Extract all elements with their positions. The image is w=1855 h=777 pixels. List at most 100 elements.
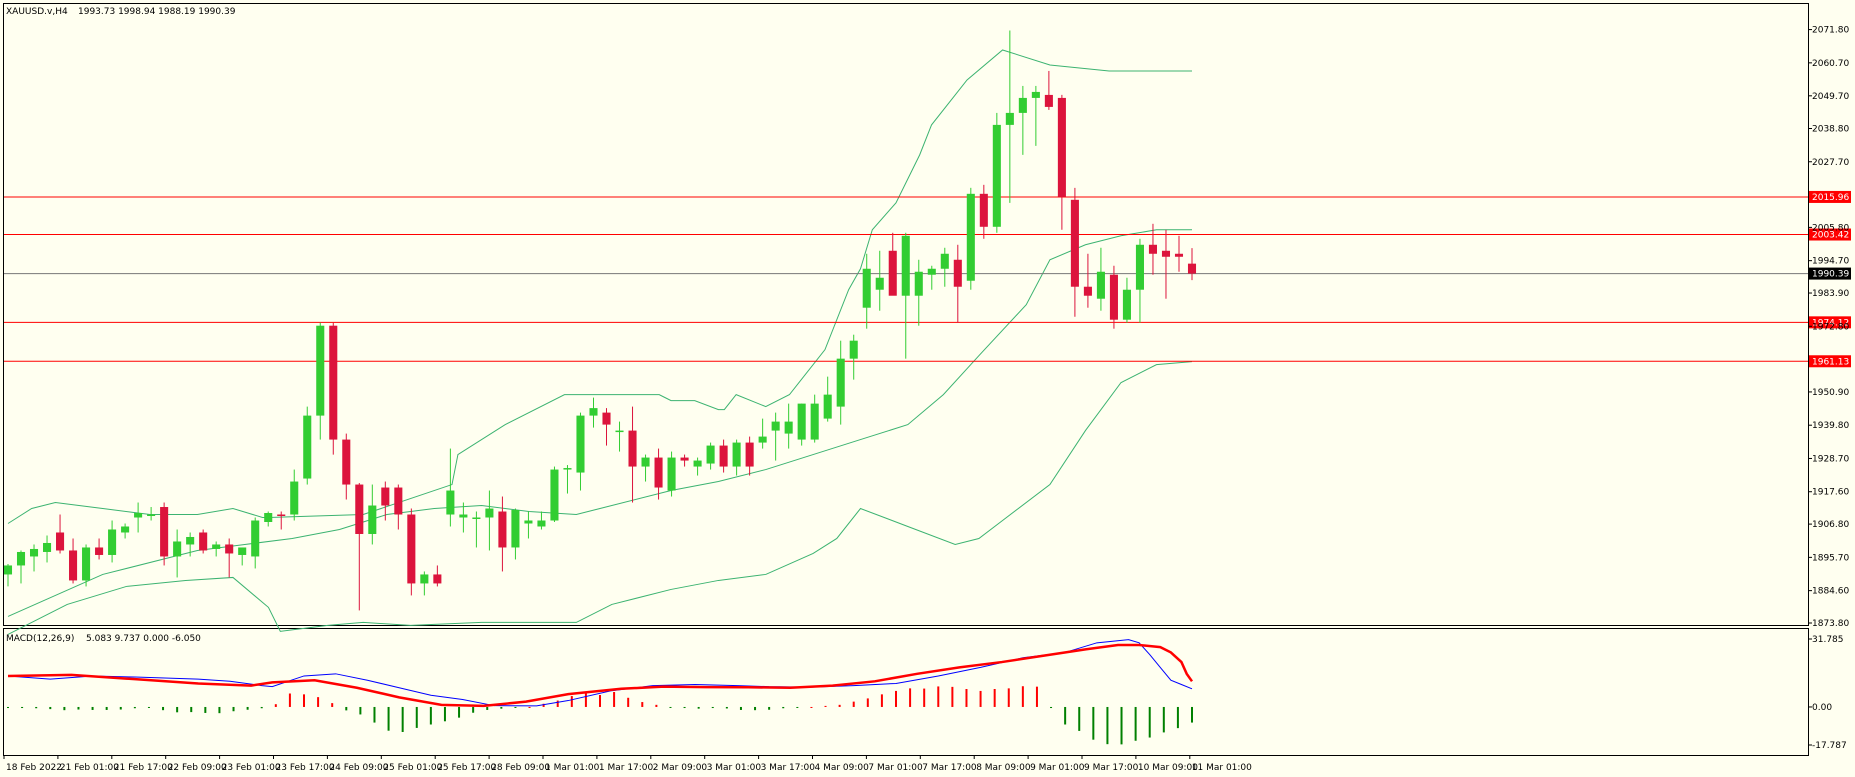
candle-body <box>615 430 624 433</box>
time-tick-label: 21 Feb 17:00 <box>114 763 173 773</box>
candle-body <box>1161 250 1171 257</box>
candle-body <box>875 277 884 290</box>
candle-body <box>901 235 910 296</box>
candle-body <box>1083 286 1092 296</box>
candle-body <box>589 408 598 416</box>
candle-body <box>706 445 715 464</box>
bollinger-lower-line <box>7 361 1193 635</box>
current-price-label: 1990.39 <box>1812 270 1849 280</box>
candle-body <box>251 520 260 557</box>
candle-body <box>511 510 520 548</box>
candle-body <box>836 358 845 407</box>
time-tick-label: 25 Feb 17:00 <box>437 763 496 773</box>
price-tick-label: 2038.80 <box>1812 124 1849 134</box>
candle-body <box>1018 97 1027 113</box>
time-tick-label: 22 Feb 09:00 <box>168 763 227 773</box>
price-tick-label: 1972.80 <box>1812 322 1849 332</box>
candle-body <box>3 565 13 575</box>
time-tick-label: 3 Mar 01:00 <box>707 763 762 773</box>
time-tick-label: 25 Feb 01:00 <box>383 763 442 773</box>
candle-body <box>433 574 442 584</box>
macd-indicator <box>7 639 1194 745</box>
candle-body <box>550 469 559 521</box>
candle-body <box>16 551 26 566</box>
macd-panel-frame <box>3 628 1809 756</box>
candle-body <box>446 490 455 515</box>
time-tick-label: 23 Feb 01:00 <box>222 763 281 773</box>
price-axis: 2071.80 2060.70 2049.70 2038.80 2027.70 2005.… <box>1808 26 1849 751</box>
candle-body <box>173 541 182 557</box>
candle-body <box>927 268 936 275</box>
price-tick-label: 1917.60 <box>1812 488 1849 498</box>
candle-body <box>628 430 637 467</box>
candle-body <box>979 193 988 227</box>
candle-body <box>56 532 65 551</box>
candle-body <box>1070 199 1079 287</box>
candle-body <box>888 250 897 296</box>
macd-tick-label: 31.785 <box>1812 635 1844 645</box>
candle-body <box>524 520 533 524</box>
time-tick-label: 21 Feb 01:00 <box>60 763 119 773</box>
symbol-label: XAUUSD.v,H4 <box>6 7 68 17</box>
level-label: 1961.13 <box>1812 357 1849 367</box>
horizontal-levels[interactable]: 2015.96 2003.42 1974.12 1961.13 1990.39 <box>4 190 1851 368</box>
price-tick-label: 1928.70 <box>1812 454 1849 464</box>
candle-body <box>914 271 923 296</box>
time-tick-label: 3 Mar 17:00 <box>761 763 816 773</box>
candle-body <box>1005 112 1014 125</box>
time-tick-label: 9 Mar 17:00 <box>1084 763 1139 773</box>
candle-body <box>745 442 754 467</box>
price-tick-label: 2005.80 <box>1812 223 1849 233</box>
candle-body <box>264 513 273 522</box>
candle-body <box>823 394 832 419</box>
candle-body <box>160 507 169 557</box>
time-tick-label: 1 Mar 17:00 <box>599 763 654 773</box>
candle-body <box>1031 91 1040 98</box>
bollinger-bands <box>7 49 1193 635</box>
candle-body <box>667 457 676 491</box>
macd-line <box>7 639 1193 707</box>
candle-body <box>602 412 611 425</box>
candle-body <box>849 340 858 359</box>
time-tick-label: 24 Feb 09:00 <box>329 763 388 773</box>
candle-body <box>966 193 975 281</box>
candle-body <box>42 542 52 552</box>
candle-body <box>199 532 208 551</box>
candle-body <box>368 505 377 534</box>
candle-body <box>290 481 299 515</box>
current-price-label-bg <box>1809 267 1851 280</box>
time-tick-label: 1 Mar 01:00 <box>545 763 600 773</box>
candle-body <box>82 547 91 581</box>
candle-body <box>641 457 650 467</box>
candle-body <box>303 415 312 479</box>
candle-body <box>654 457 663 488</box>
candle-body <box>576 415 585 473</box>
candle-body <box>394 487 403 515</box>
candle-body <box>719 445 728 467</box>
macd-values: 5.083 9.737 0.000 -6.050 <box>86 634 201 644</box>
candle-body <box>277 514 286 517</box>
time-tick-label: 28 Feb 09:00 <box>491 763 550 773</box>
macd-tick-label: -17.787 <box>1812 741 1847 751</box>
candle-body <box>238 547 247 555</box>
candle-body <box>862 268 871 308</box>
bollinger-middle-line <box>7 229 1192 617</box>
candle-body <box>498 511 507 548</box>
candle-body <box>212 544 221 549</box>
candle-body <box>940 253 949 269</box>
candle-body <box>381 487 390 506</box>
candle-body <box>485 508 494 518</box>
candle-body <box>147 514 156 517</box>
macd-label: MACD(12,26,9) <box>6 634 74 644</box>
price-tick-label: 2027.70 <box>1812 158 1849 168</box>
time-tick-label: 7 Mar 01:00 <box>868 763 923 773</box>
level-label: 1974.12 <box>1812 318 1849 328</box>
price-tick-label: 1994.70 <box>1812 257 1849 267</box>
level-label-bg <box>1809 228 1851 241</box>
candle-body <box>1109 274 1118 320</box>
level-label-bg <box>1809 316 1851 329</box>
candle-body <box>29 548 39 557</box>
price-tick-label: 1895.70 <box>1812 553 1849 563</box>
